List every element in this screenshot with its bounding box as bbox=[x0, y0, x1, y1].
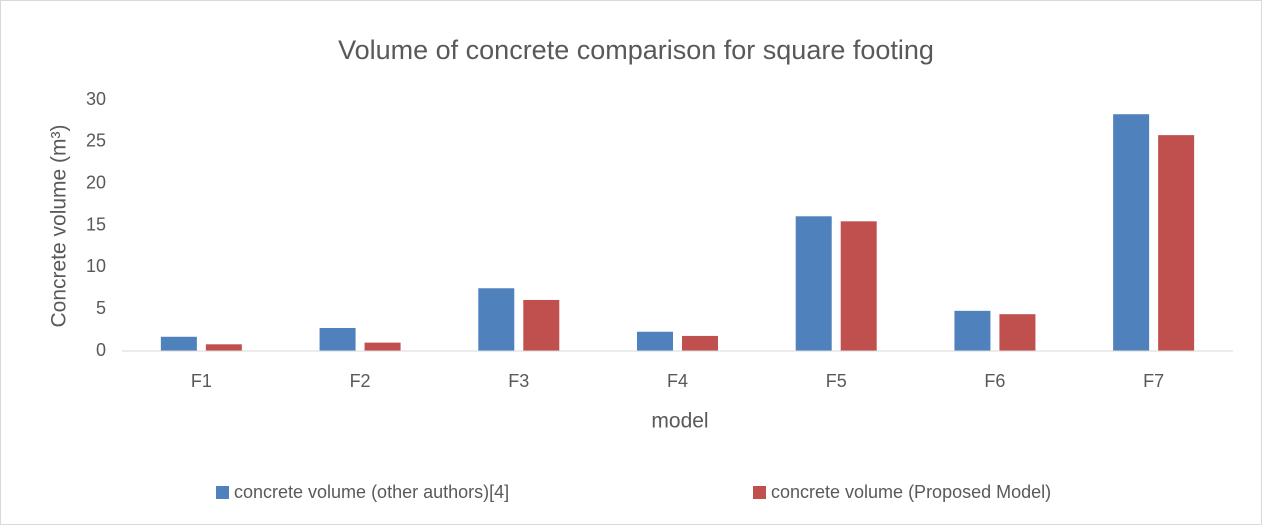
x-tick-label: F3 bbox=[508, 371, 529, 391]
y-tick-label: 30 bbox=[86, 89, 106, 109]
bar bbox=[682, 335, 718, 351]
bar bbox=[319, 327, 356, 351]
x-tick-label: F2 bbox=[350, 371, 371, 391]
y-axis-label: Concrete volume (m³) bbox=[48, 124, 71, 327]
bar bbox=[795, 216, 832, 351]
x-axis-label: model bbox=[651, 410, 708, 433]
bar bbox=[999, 314, 1036, 351]
bar bbox=[160, 336, 197, 351]
bar bbox=[205, 344, 242, 351]
y-tick-label: 15 bbox=[86, 214, 106, 234]
bar bbox=[954, 310, 991, 351]
y-tick-label: 0 bbox=[96, 340, 106, 360]
y-tick-label: 5 bbox=[96, 298, 106, 318]
y-tick-label: 10 bbox=[86, 256, 106, 276]
bar bbox=[1158, 135, 1195, 351]
legend-label: concrete volume (Proposed Model) bbox=[771, 482, 1051, 502]
x-tick-label: F5 bbox=[826, 371, 847, 391]
y-tick-label: 20 bbox=[86, 172, 106, 192]
x-tick-label: F6 bbox=[984, 371, 1005, 391]
bar bbox=[523, 299, 560, 351]
x-tick-label: F4 bbox=[667, 371, 688, 391]
chart-title: Volume of concrete comparison for square… bbox=[338, 35, 934, 65]
legend-swatch bbox=[216, 486, 229, 499]
bar bbox=[478, 288, 515, 351]
bar bbox=[840, 221, 877, 351]
x-tick-label: F7 bbox=[1143, 371, 1164, 391]
legend-swatch bbox=[753, 486, 766, 499]
legend-label: concrete volume (other authors)[4] bbox=[234, 482, 509, 502]
x-tick-label: F1 bbox=[191, 371, 212, 391]
y-tick-label: 25 bbox=[86, 131, 106, 151]
bar bbox=[1113, 114, 1150, 352]
bar bbox=[364, 342, 401, 351]
bar bbox=[637, 331, 673, 351]
